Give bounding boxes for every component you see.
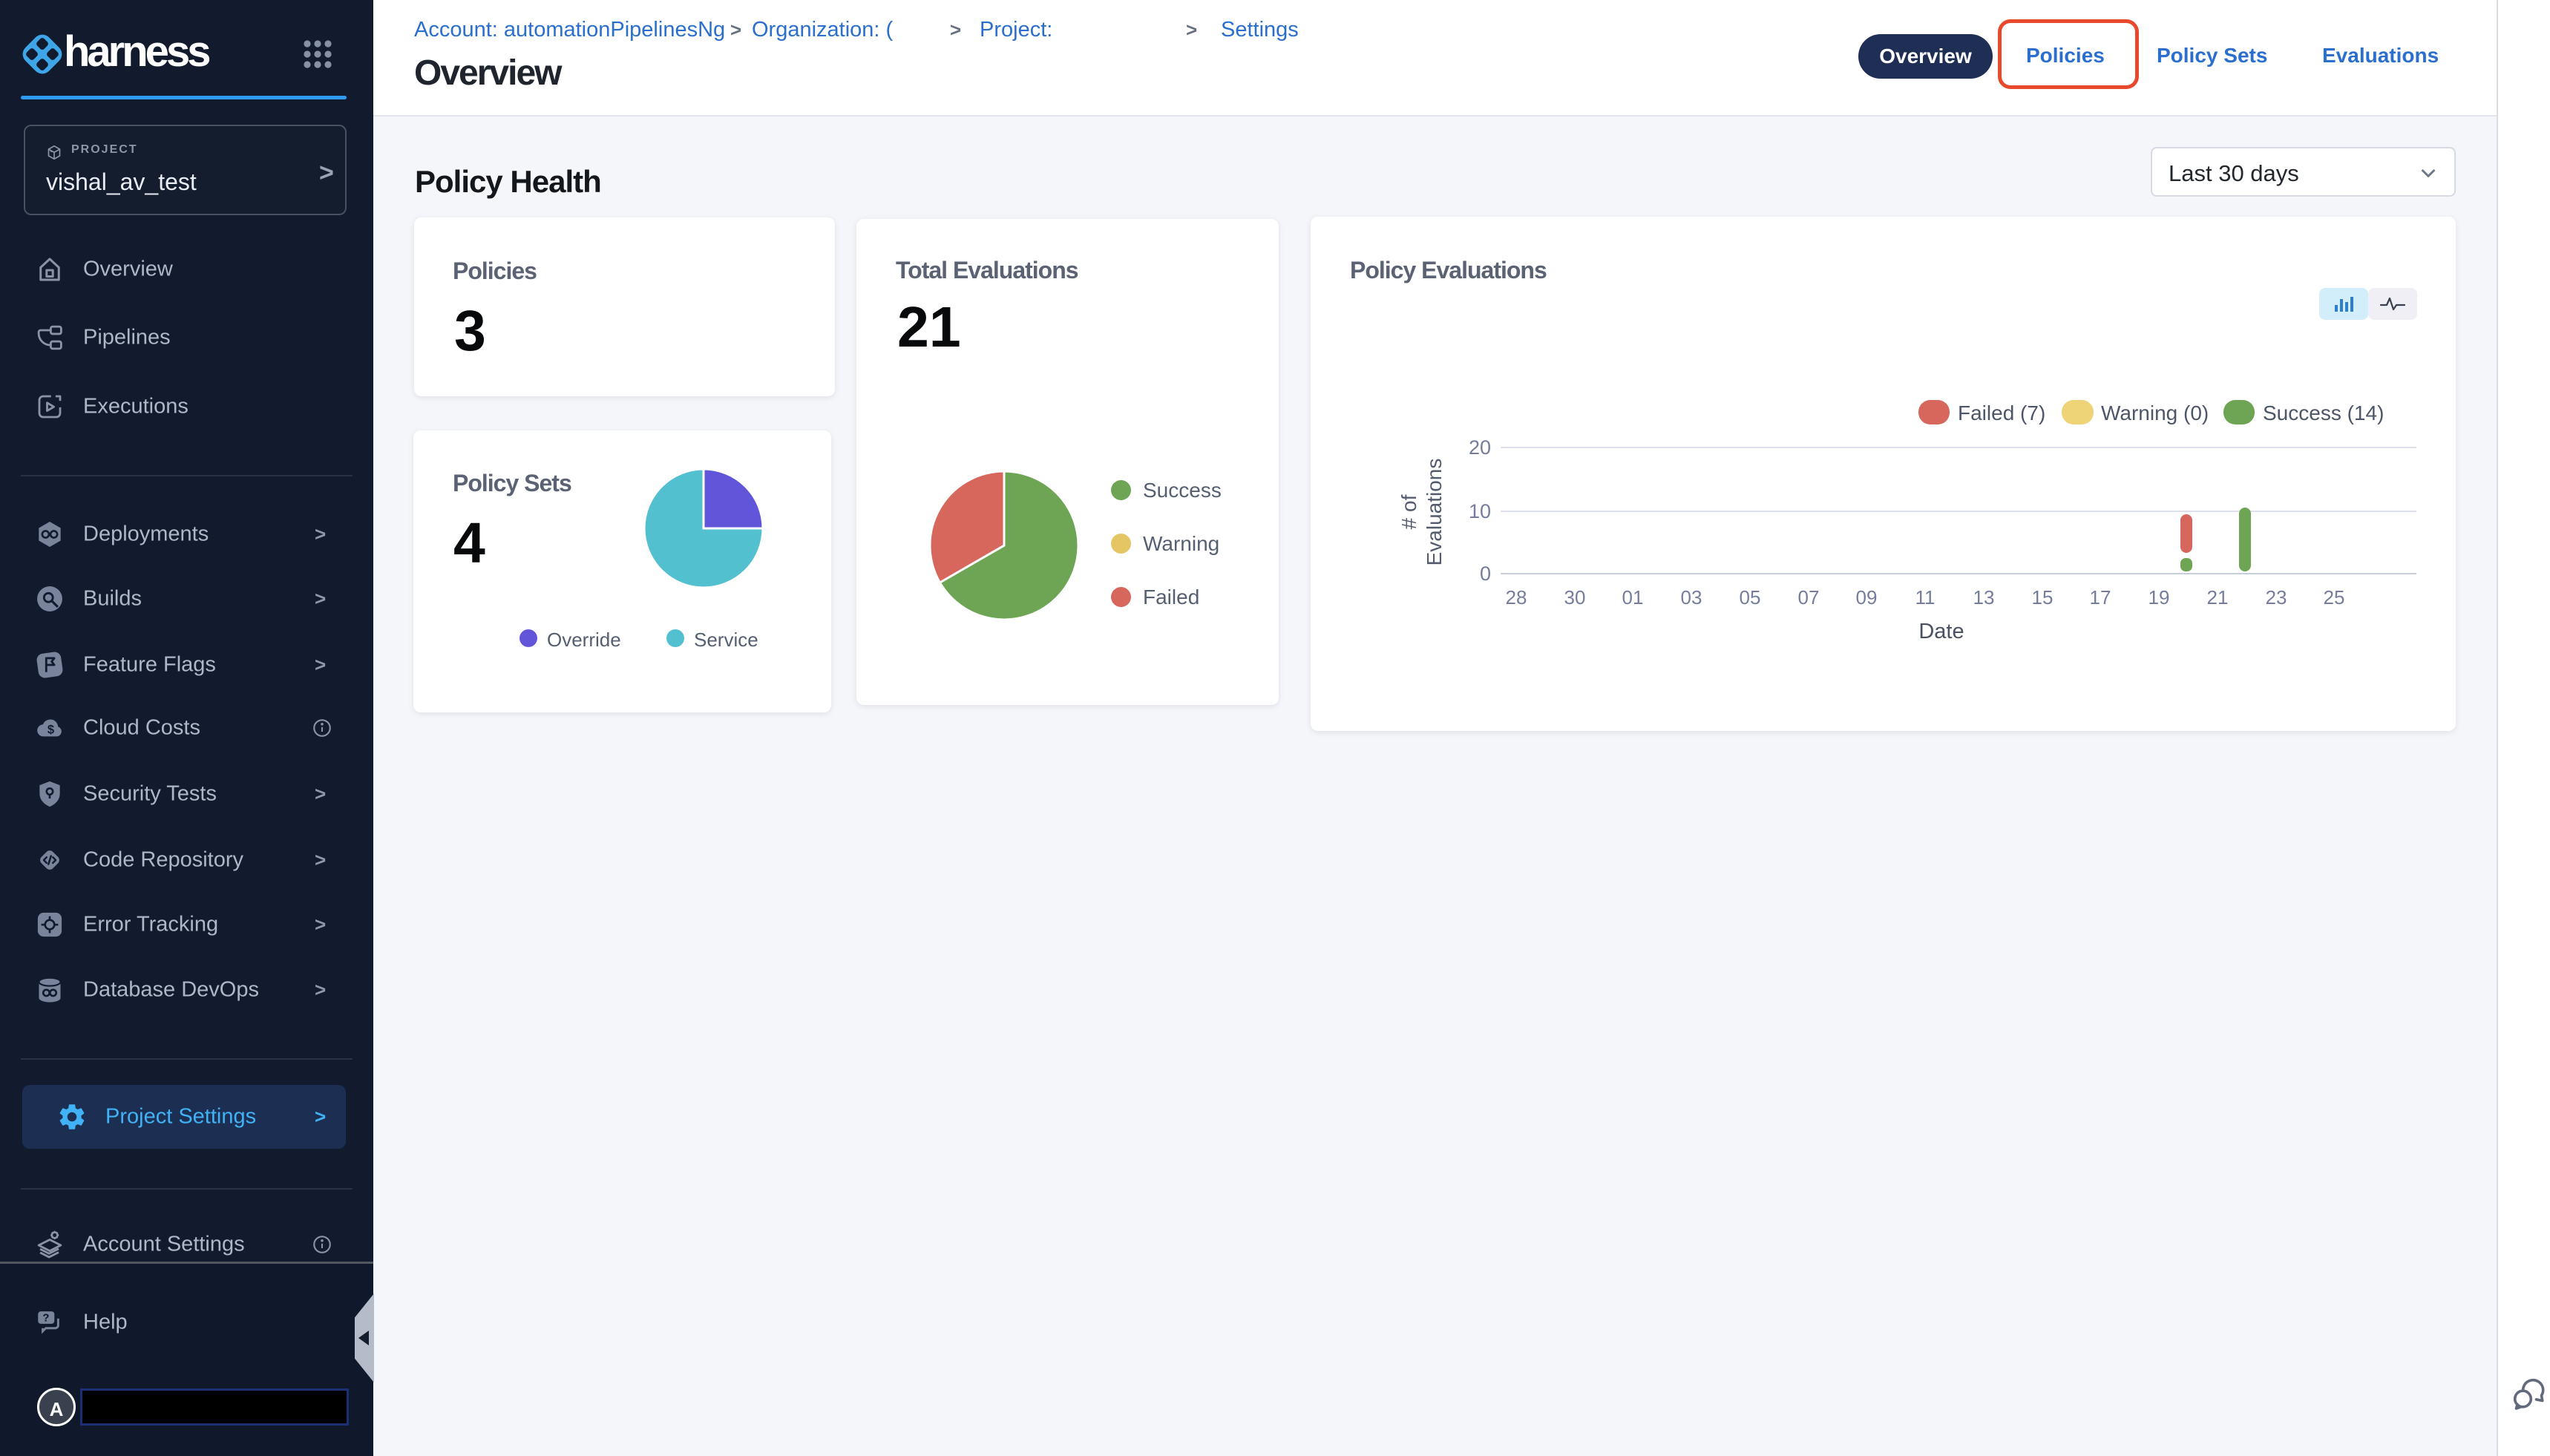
svg-text:10: 10 <box>1469 500 1491 522</box>
svg-text:Success (14): Success (14) <box>2263 401 2384 424</box>
svg-text:15: 15 <box>2032 586 2054 609</box>
svg-text:05: 05 <box>1740 586 1761 609</box>
svg-text:Date: Date <box>1918 620 1964 643</box>
svg-text:07: 07 <box>1798 586 1820 609</box>
svg-text:Failed (7): Failed (7) <box>1958 401 2045 424</box>
svg-text:03: 03 <box>1681 586 1702 609</box>
svg-text:25: 25 <box>2324 586 2345 609</box>
svg-text:17: 17 <box>2090 586 2111 609</box>
svg-text:09: 09 <box>1856 586 1878 609</box>
svg-text:Warning (0): Warning (0) <box>2101 401 2209 424</box>
svg-text:21: 21 <box>2207 586 2229 609</box>
svg-text:20: 20 <box>1469 436 1491 459</box>
svg-text:30: 30 <box>1564 586 1586 609</box>
svg-text:$: $ <box>47 723 54 737</box>
svg-text:23: 23 <box>2266 586 2287 609</box>
svg-text:19: 19 <box>2149 586 2170 609</box>
svg-text:?: ? <box>42 1313 49 1325</box>
svg-text:11: 11 <box>1915 586 1936 609</box>
svg-text:13: 13 <box>1973 586 1995 609</box>
svg-text:28: 28 <box>1506 586 1527 609</box>
svg-text:01: 01 <box>1622 586 1644 609</box>
svg-text:0: 0 <box>1480 563 1491 585</box>
